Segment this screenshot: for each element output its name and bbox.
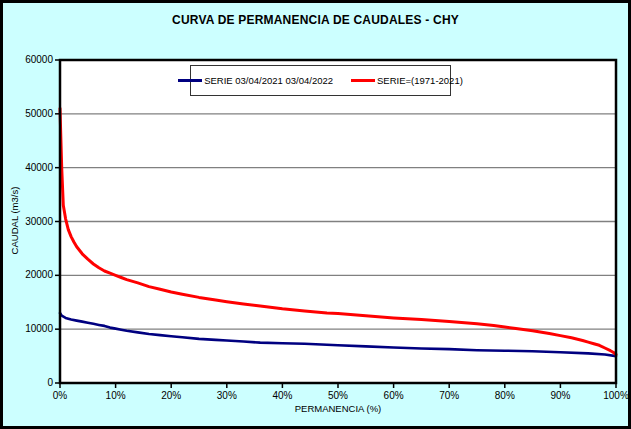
y-tick-label: 10000 (9, 323, 53, 334)
legend-label: SERIE 03/04/2021 03/04/2022 (204, 75, 333, 86)
y-tick-label: 40000 (9, 162, 53, 173)
y-tick-label: 0 (9, 377, 53, 388)
y-tick-label: 20000 (9, 269, 53, 280)
x-tick-label: 90% (538, 390, 582, 401)
legend-item-series-1971-2021: SERIE=(1971-2021) (351, 75, 463, 86)
x-tick-label: 60% (372, 390, 416, 401)
x-tick-label: 30% (205, 390, 249, 401)
x-tick-label: 100% (594, 390, 631, 401)
x-tick-label: 40% (260, 390, 304, 401)
x-tick-label: 20% (149, 390, 193, 401)
legend: SERIE 03/04/2021 03/04/2022 SERIE=(1971-… (190, 65, 451, 96)
chart-frame: CURVA DE PERMANENCIA DE CAUDALES - CHY C… (0, 0, 631, 429)
y-tick-label: 50000 (9, 108, 53, 119)
x-tick-label: 50% (316, 390, 360, 401)
legend-label: SERIE=(1971-2021) (377, 75, 463, 86)
x-axis-title: PERMANENCIA (%) (60, 403, 616, 414)
red-line-swatch (351, 79, 375, 82)
blue-line-swatch (178, 79, 202, 82)
y-tick-label: 60000 (9, 54, 53, 65)
legend-item-series-2021-2022: SERIE 03/04/2021 03/04/2022 (178, 75, 333, 86)
y-tick-label: 30000 (9, 216, 53, 227)
x-tick-label: 10% (94, 390, 138, 401)
x-tick-label: 0% (38, 390, 82, 401)
x-tick-label: 80% (483, 390, 527, 401)
x-tick-label: 70% (427, 390, 471, 401)
